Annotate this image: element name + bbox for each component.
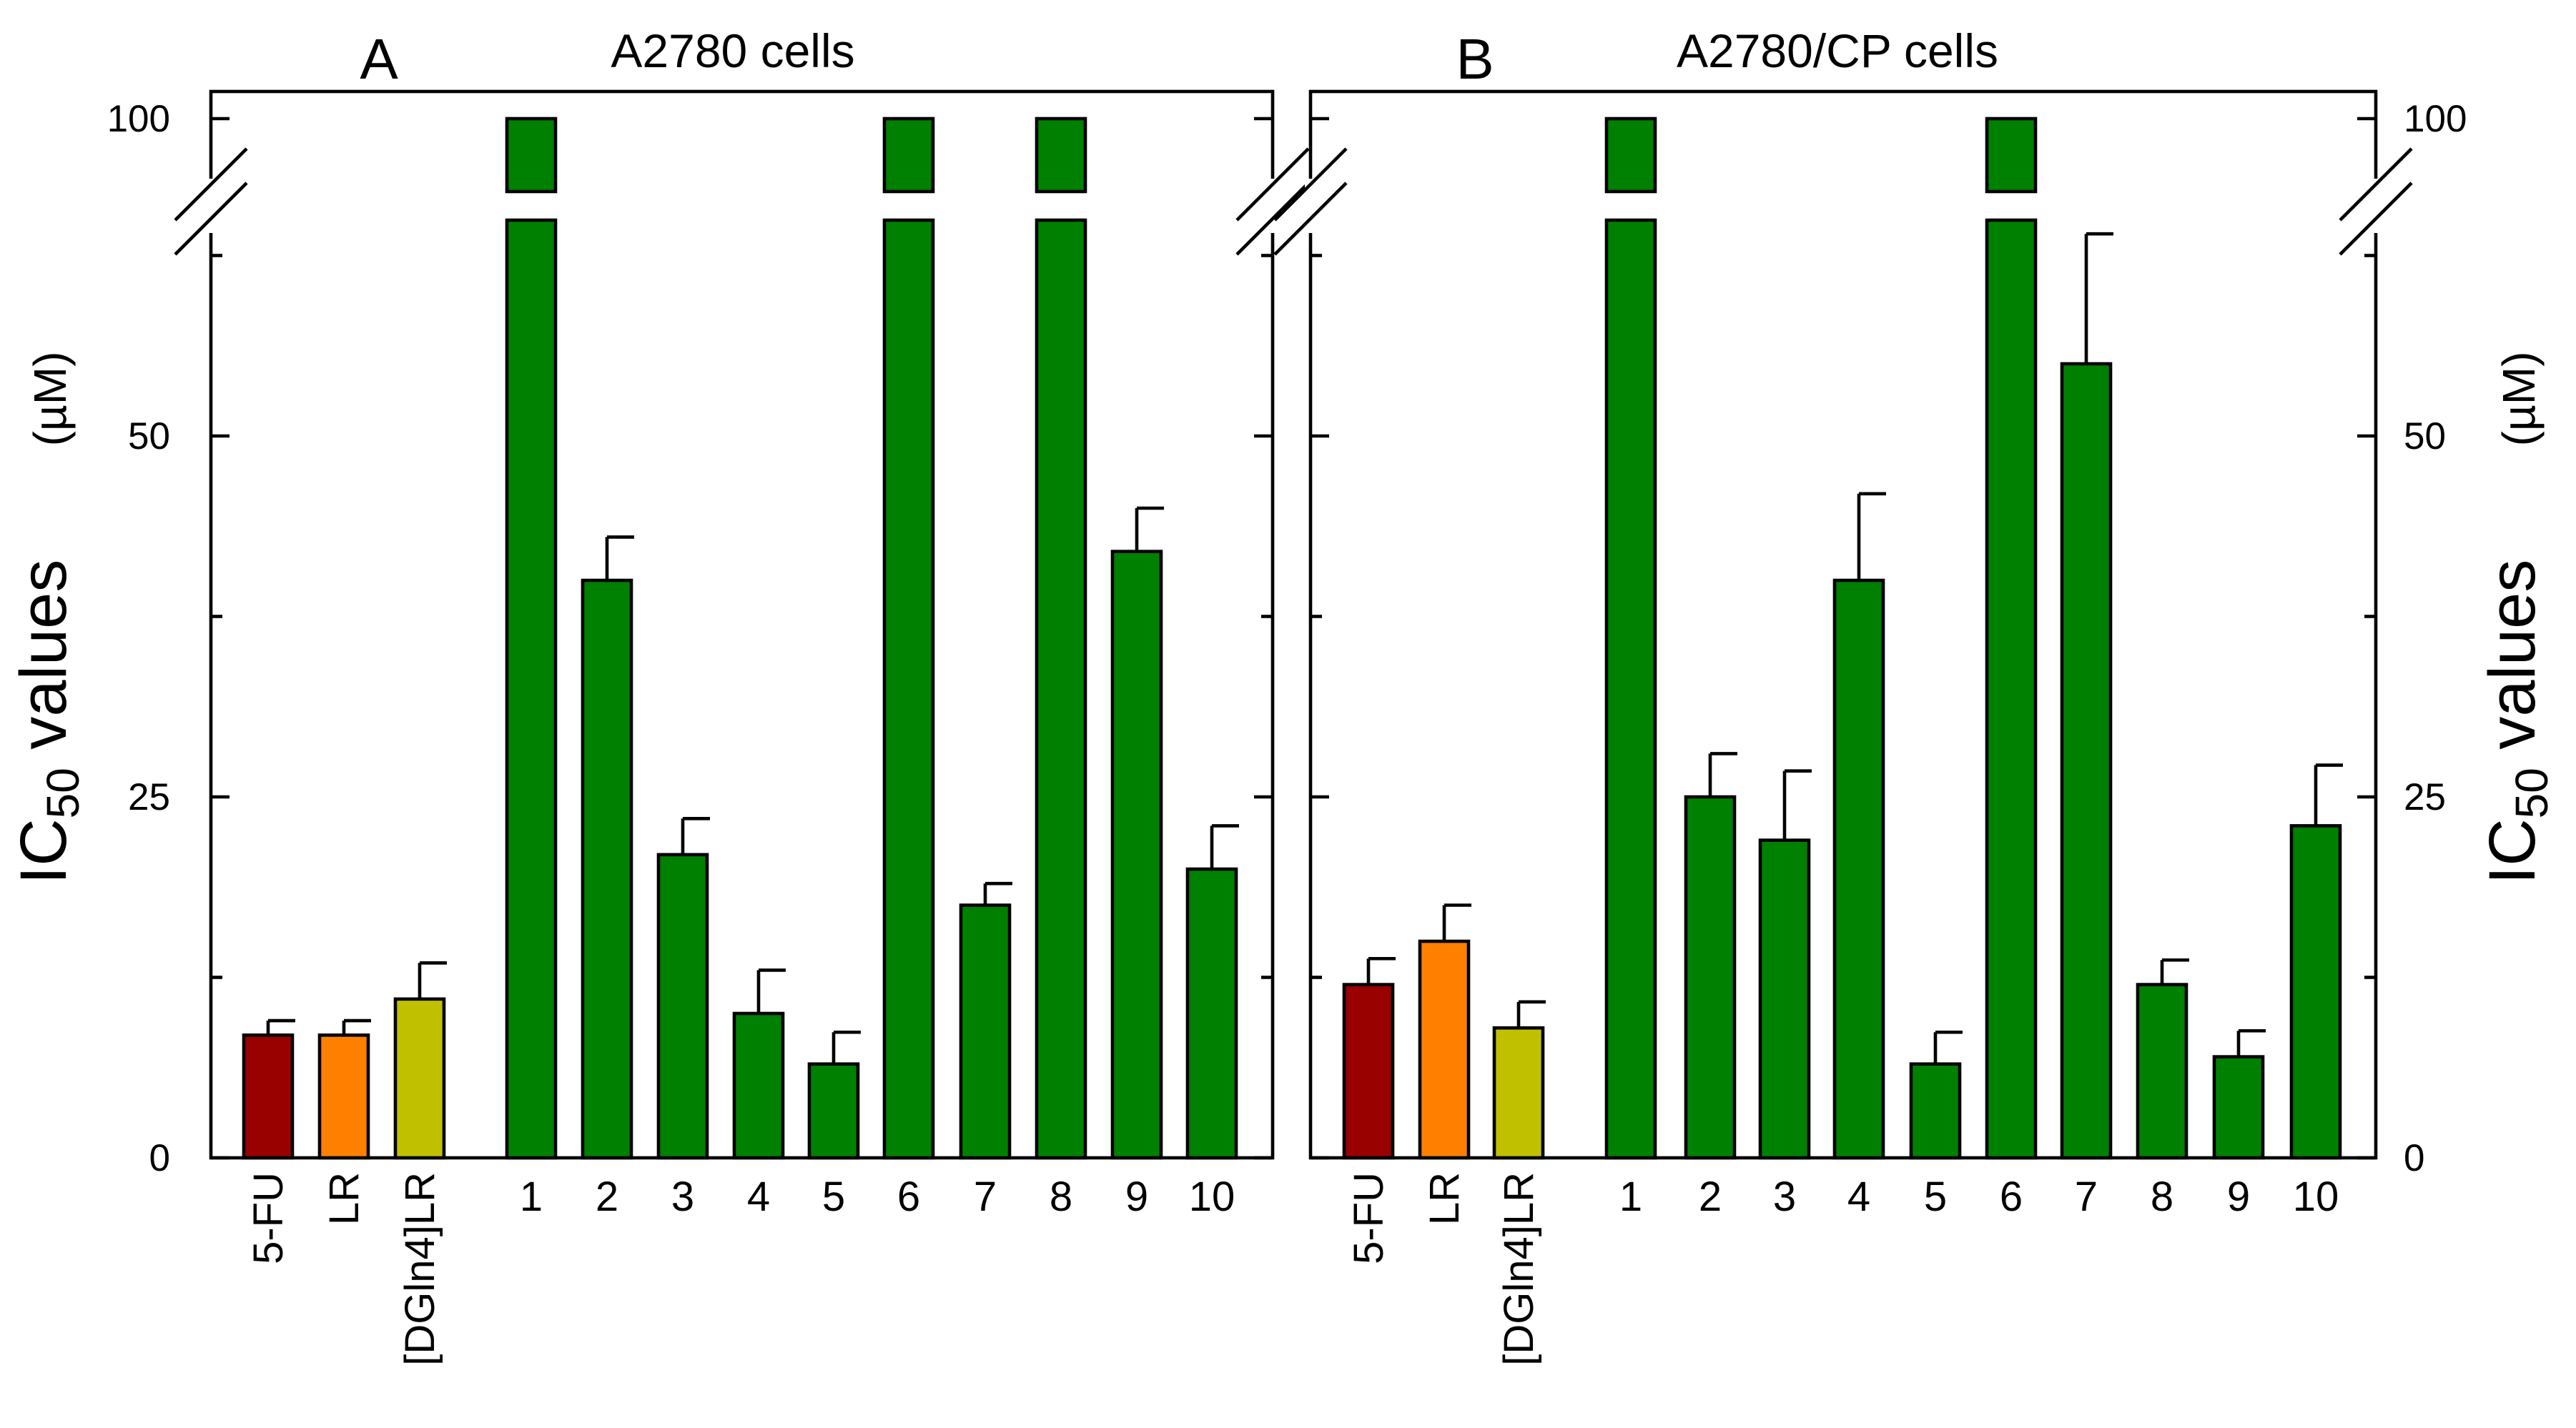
bar-3: [1492, 1026, 1545, 1160]
y-tick-label: 25: [128, 776, 170, 818]
x-category-label: 3: [671, 1174, 694, 1220]
bar-4-lower: [505, 218, 558, 1160]
x-category-label: 4: [1847, 1174, 1870, 1220]
y-axis-label-subscript: 50: [37, 768, 89, 818]
x-category-label: 5-FU: [245, 1172, 292, 1264]
bar-10: [959, 903, 1012, 1160]
y-tick-label: 100: [107, 98, 170, 140]
x-category-label: 7: [2075, 1174, 2098, 1220]
y-tick-label: 25: [2404, 776, 2446, 818]
axis-break-mark: [1273, 182, 1348, 256]
y-tick-label: 0: [149, 1137, 170, 1179]
x-category-label: 1: [520, 1174, 543, 1220]
bar-2: [317, 1033, 370, 1160]
x-category-label: 8: [1050, 1174, 1072, 1220]
x-category-label: LR: [1421, 1172, 1468, 1225]
x-category-label: 4: [747, 1174, 770, 1220]
x-category-label: 10: [1189, 1174, 1235, 1220]
bar-6: [1758, 838, 1811, 1160]
bar-11: [1035, 116, 1087, 194]
bar-10: [2060, 362, 2113, 1160]
x-category-label: 9: [2227, 1174, 2250, 1220]
x-category-label: LR: [321, 1172, 367, 1225]
y-tick-label: 50: [2404, 415, 2446, 457]
bar-12: [1110, 550, 1163, 1160]
y-axis-label-rest: values: [2476, 560, 2549, 768]
panel-letter: B: [1456, 27, 1494, 91]
x-category-label: 5: [1924, 1174, 1947, 1220]
bar-9: [1985, 116, 2038, 194]
axis-break-mark: [2339, 147, 2413, 222]
y-axis-unit: (µM): [24, 352, 76, 447]
bar-12: [2212, 1055, 2265, 1160]
y-axis-label-main: IC: [2476, 818, 2549, 884]
axis-break-mark: [174, 182, 248, 256]
x-category-label: [DGln4]LR: [397, 1172, 443, 1366]
x-category-label: 1: [1619, 1174, 1642, 1220]
x-category-label: 7: [974, 1174, 997, 1220]
bar-6: [656, 853, 709, 1160]
x-category-label: 8: [2151, 1174, 2173, 1220]
y-axis-label-rest: values: [7, 560, 80, 768]
bar-11-lower: [1035, 218, 1087, 1160]
y-axis-unit: (µM): [2493, 352, 2545, 447]
bar-1: [1342, 983, 1395, 1160]
panel-a-chart: 0 25 50 100 5-FU LR [DGln4]LR 1 2 3 4 5 6 7 8 9 10 A A2780…: [7, 24, 1310, 1366]
bar-4: [1604, 116, 1657, 194]
axis-break-mark: [174, 147, 248, 222]
axis-break-mark: [2339, 182, 2413, 256]
bar-5: [1684, 795, 1737, 1160]
bar-5: [581, 578, 633, 1160]
x-category-label: 5: [822, 1174, 845, 1220]
y-axis-label: IC50 values: [7, 560, 89, 885]
y-axis-label-main: IC: [7, 818, 80, 884]
y-axis-label-subscript: 50: [2506, 768, 2557, 818]
bar-11: [2136, 983, 2188, 1160]
x-category-label: 2: [596, 1174, 618, 1220]
x-category-label: [DGln4]LR: [1496, 1172, 1542, 1366]
x-category-label: 9: [1125, 1174, 1148, 1220]
axis-break-mark: [1235, 147, 1310, 222]
bar-13: [1185, 867, 1238, 1160]
bar-4-lower: [1604, 218, 1657, 1160]
y-tick-label: 50: [128, 415, 170, 457]
x-category-label: 10: [2293, 1174, 2339, 1220]
x-category-label: 2: [1699, 1174, 1722, 1220]
x-category-label: 3: [1773, 1174, 1796, 1220]
y-tick-label: 0: [2404, 1137, 2424, 1179]
bar-8: [807, 1062, 860, 1160]
bar-4: [505, 116, 558, 194]
y-axis-label: IC50 values: [2476, 560, 2557, 885]
bar-9: [882, 116, 935, 194]
axis-break-mark: [1235, 182, 1310, 256]
bar-9-lower: [882, 218, 935, 1160]
bar-2: [1418, 939, 1471, 1160]
bar-9-lower: [1985, 218, 2038, 1160]
bar-7: [1832, 578, 1885, 1160]
panel-title: A2780 cells: [611, 24, 854, 77]
bar-8: [1909, 1062, 1962, 1160]
panel-title: A2780/CP cells: [1677, 24, 1998, 77]
x-category-label: 5-FU: [1346, 1172, 1392, 1264]
axis-break-mark: [1273, 147, 1348, 222]
bar-3: [393, 997, 446, 1160]
panel-b-chart: 0 25 50 100 5-FU LR [DGln4]LR 1 2 3 4 5 6 7 8 9 10 B A2780…: [1273, 24, 2557, 1366]
x-category-label: 6: [897, 1174, 920, 1220]
x-category-label: 6: [2000, 1174, 2023, 1220]
panel-letter: A: [360, 27, 398, 91]
y-tick-label: 100: [2404, 98, 2467, 140]
bar-7: [732, 1011, 785, 1160]
bar-1: [242, 1033, 295, 1160]
bar-13: [2289, 824, 2342, 1160]
